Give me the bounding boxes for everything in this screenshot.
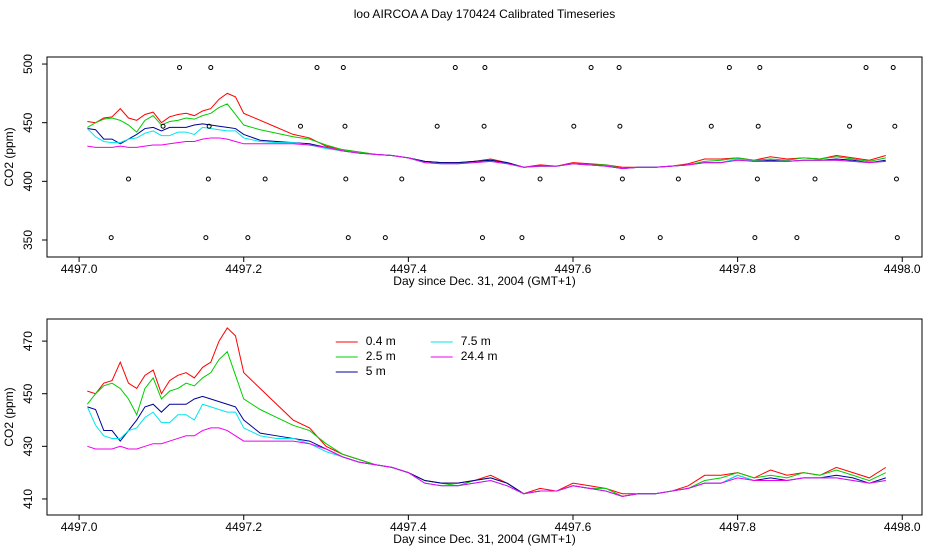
y-axis-label: CO2 (ppm) xyxy=(2,387,16,446)
y-tick-label: 500 xyxy=(21,54,35,74)
legend-entry: 2.5 m xyxy=(335,349,396,363)
flag-point xyxy=(754,176,760,182)
x-tick-label: 4498.0 xyxy=(884,520,921,534)
flag-point xyxy=(619,235,625,241)
flag-point xyxy=(340,65,346,71)
flag-point xyxy=(382,235,388,241)
flag-point xyxy=(177,65,183,71)
flag-point xyxy=(481,123,487,129)
x-tick-label: 4497.8 xyxy=(719,262,756,276)
flag-point xyxy=(399,176,405,182)
x-tick-label: 4497.6 xyxy=(555,520,592,534)
y-tick-label: 350 xyxy=(21,230,35,250)
chart-title: loo AIRCOA A Day 170424 Calibrated Times… xyxy=(354,7,615,21)
flag-point xyxy=(208,65,214,71)
x-tick-label: 4497.2 xyxy=(225,520,262,534)
x-tick-label: 4497.2 xyxy=(225,262,262,276)
x-tick-label: 4497.4 xyxy=(390,262,427,276)
flag-point xyxy=(203,235,209,241)
flag-point xyxy=(812,176,818,182)
flag-point xyxy=(537,176,543,182)
flag-point xyxy=(892,123,898,129)
flag-point xyxy=(657,235,663,241)
series-line xyxy=(87,137,886,169)
y-tick-label: 470 xyxy=(21,331,35,351)
x-tick-label: 4497.0 xyxy=(61,520,98,534)
flag-point xyxy=(675,176,681,182)
y-tick-label: 400 xyxy=(21,171,35,191)
flag-point xyxy=(894,235,900,241)
flag-point xyxy=(452,65,458,71)
legend-entry: 7.5 m xyxy=(430,334,491,348)
x-tick-label: 4497.4 xyxy=(390,520,427,534)
flag-point xyxy=(206,123,212,129)
flag-point xyxy=(617,123,623,129)
legend-label: 7.5 m xyxy=(461,334,491,348)
legend-entry: 24.4 m xyxy=(430,349,498,363)
plot-frame xyxy=(46,56,923,258)
legend-label: 0.4 m xyxy=(366,334,396,348)
flag-point xyxy=(205,176,211,182)
flag-point xyxy=(863,65,869,71)
legend-label: 5 m xyxy=(366,364,386,378)
flag-point xyxy=(343,176,349,182)
x-tick-label: 4497.8 xyxy=(719,520,756,534)
flag-point xyxy=(314,65,320,71)
flag-point xyxy=(757,65,763,71)
flag-point xyxy=(847,123,853,129)
plot-frame xyxy=(46,318,923,516)
x-tick-label: 4497.0 xyxy=(61,262,98,276)
legend-label: 24.4 m xyxy=(461,349,498,363)
y-tick-label: 430 xyxy=(21,436,35,456)
flag-point xyxy=(752,235,758,241)
flag-point xyxy=(108,235,114,241)
x-axis-label: Day since Dec. 31, 2004 (GMT+1) xyxy=(393,532,575,546)
flag-point xyxy=(794,235,800,241)
x-axis-label: Day since Dec. 31, 2004 (GMT+1) xyxy=(393,274,575,288)
legend-entry: 0.4 m xyxy=(335,334,396,348)
y-tick-label: 410 xyxy=(21,489,35,509)
flag-point xyxy=(571,123,577,129)
flag-point xyxy=(708,123,714,129)
flag-point xyxy=(726,65,732,71)
legend-entry: 5 m xyxy=(335,364,386,378)
flag-point xyxy=(245,235,251,241)
flag-point xyxy=(588,65,594,71)
x-tick-label: 4498.0 xyxy=(884,262,921,276)
flag-point xyxy=(160,123,166,129)
flag-point xyxy=(262,176,268,182)
plot-area xyxy=(86,65,900,241)
flag-point xyxy=(755,123,761,129)
flag-point xyxy=(519,235,525,241)
flag-point xyxy=(479,235,485,241)
flag-point xyxy=(482,65,488,71)
flag-point xyxy=(893,176,899,182)
flag-point xyxy=(298,123,304,129)
y-tick-label: 450 xyxy=(21,383,35,403)
flag-point xyxy=(616,65,622,71)
flag-point xyxy=(345,235,351,241)
flag-point xyxy=(890,65,896,71)
x-tick-label: 4497.6 xyxy=(555,262,592,276)
flag-point xyxy=(434,123,440,129)
flag-point xyxy=(125,176,131,182)
flag-point xyxy=(619,176,625,182)
flag-point xyxy=(342,123,348,129)
plot-area xyxy=(86,327,887,497)
y-tick-label: 450 xyxy=(21,112,35,132)
legend-label: 2.5 m xyxy=(366,349,396,363)
series-line xyxy=(87,427,886,497)
flag-point xyxy=(479,176,485,182)
y-axis-label: CO2 (ppm) xyxy=(2,127,16,186)
